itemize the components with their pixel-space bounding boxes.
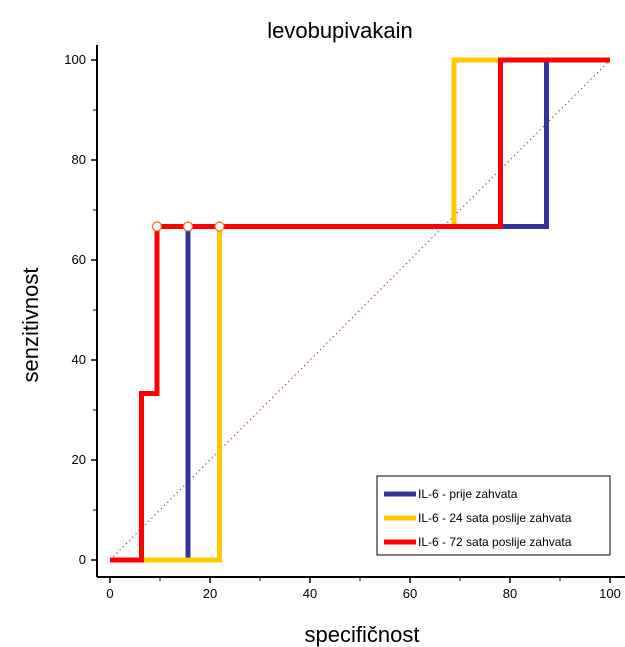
series-line-3 (110, 57, 610, 563)
legend: IL-6 - prije zahvata IL-6 - 24 sata posli… (376, 475, 611, 556)
x-tick-label: 80 (503, 586, 517, 601)
axes (96, 45, 625, 578)
x-tick-label: 60 (403, 586, 417, 601)
chart-title: levobupivakain (267, 18, 413, 43)
legend-label: IL-6 - 24 sata poslije zahvata (418, 511, 572, 525)
reference-diagonal (109, 59, 611, 561)
y-tick-label: 40 (72, 352, 86, 367)
x-axis-title: specifičnost (305, 622, 420, 647)
y-tick-label: 60 (72, 252, 86, 267)
y-axis-title: senzitivnost (18, 268, 43, 383)
x-tick-label: 100 (599, 586, 621, 601)
point-marker (214, 221, 225, 232)
x-tick-label: 40 (303, 586, 317, 601)
x-axis-ticks: 0 20 40 60 80 100 (106, 577, 621, 601)
y-tick-label: 100 (64, 52, 86, 67)
markers-group (151, 221, 225, 232)
y-axis-ticks: 0 20 40 60 80 100 (64, 52, 97, 567)
x-tick-label: 20 (203, 586, 217, 601)
y-tick-label: 0 (79, 552, 86, 567)
legend-label: IL-6 - prije zahvata (418, 487, 518, 501)
series-group (110, 57, 610, 563)
point-marker (182, 221, 194, 232)
y-tick-label: 20 (72, 452, 86, 467)
point-marker (151, 221, 163, 232)
diagonal-line (109, 59, 611, 561)
y-tick-label: 80 (72, 152, 86, 167)
legend-label: IL-6 - 72 sata poslije zahvata (418, 535, 572, 549)
x-tick-label: 0 (106, 586, 113, 601)
